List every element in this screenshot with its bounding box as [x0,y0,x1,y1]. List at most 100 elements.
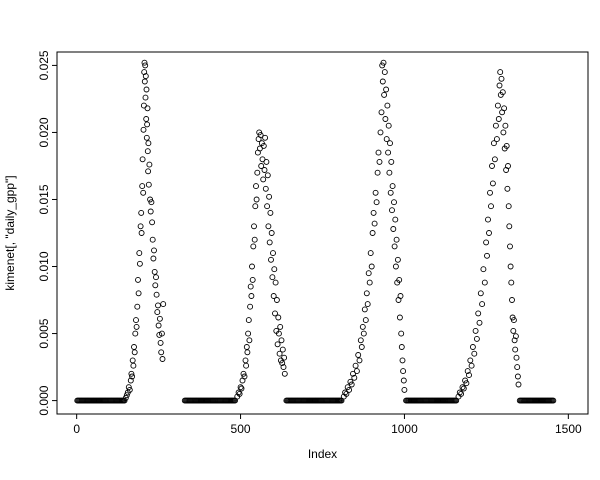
data-point [469,344,476,350]
data-point [391,243,398,250]
data-point [475,310,482,317]
data-point [141,59,148,66]
data-point [400,368,407,375]
data-point [514,364,521,371]
data-point [251,236,258,243]
x-tick-label: 1000 [391,422,418,436]
data-points [74,59,557,404]
data-point [267,209,274,216]
data-point [485,216,491,223]
data-point [493,136,500,143]
data-point [366,279,373,286]
data-point [145,181,152,188]
data-point [496,82,503,89]
data-point [280,364,287,371]
data-point [128,370,135,377]
data-point [508,279,515,286]
data-point [356,357,363,364]
data-point [481,279,488,286]
data-point [342,389,349,396]
data-point [383,86,390,93]
data-point [155,302,161,309]
data-point [138,209,145,216]
data-point [254,169,261,176]
data-point [507,243,513,250]
data-point [136,260,143,267]
data-point [272,310,278,317]
data-point [515,381,522,388]
data-point [257,132,264,139]
data-point [350,370,356,377]
data-point [129,373,136,380]
data-point [387,140,393,147]
data-point [487,189,493,196]
data-point [252,203,259,210]
data-point [490,140,497,147]
data-point [506,223,513,230]
data-point [145,168,152,175]
data-point [499,89,506,96]
data-point [377,129,384,136]
data-point [507,263,514,270]
data-point [245,317,252,324]
data-point [144,121,151,128]
data-point [235,389,242,396]
data-point [379,62,386,69]
data-point [275,314,282,321]
data-point [397,293,404,299]
data-point [278,337,285,344]
data-point [264,172,271,179]
data-point [244,349,251,356]
data-point [232,397,238,404]
data-point [247,283,254,290]
data-point [398,344,405,350]
data-point [379,78,386,85]
data-point [510,317,517,324]
data-point [134,303,141,310]
data-point [147,208,154,215]
data-point [149,219,156,226]
data-point [150,255,157,262]
data-point [353,368,360,375]
data-point [123,392,130,399]
data-point [152,282,159,289]
data-point [392,216,399,223]
data-point [142,62,149,69]
data-point [159,356,166,362]
data-point [263,158,270,165]
data-point [346,386,353,393]
y-tick-label: 0.020 [37,117,51,147]
data-point [156,315,163,322]
data-point [131,349,138,356]
data-point [501,105,508,112]
data-point [141,78,148,85]
x-axis-title: Index [308,447,337,461]
data-point [477,290,484,297]
data-point [458,390,465,397]
data-point [504,185,511,192]
data-point [464,368,471,375]
data-point [130,362,137,369]
data-point [362,317,369,324]
data-point [466,372,472,379]
y-tick-label: 0.005 [37,318,51,348]
data-point [460,385,467,392]
data-point [264,203,271,210]
data-point [456,389,463,396]
data-point [243,362,250,369]
data-point [347,378,354,385]
data-point [373,199,380,206]
data-point [486,230,492,236]
data-point [246,337,253,344]
data-point [247,303,254,310]
data-point [401,386,408,393]
data-point [241,373,248,380]
data-point [489,163,495,169]
data-point [279,346,286,353]
data-point [392,263,399,270]
data-point [352,362,359,369]
data-point [476,319,483,326]
data-point [358,344,365,350]
data-point [273,297,280,303]
